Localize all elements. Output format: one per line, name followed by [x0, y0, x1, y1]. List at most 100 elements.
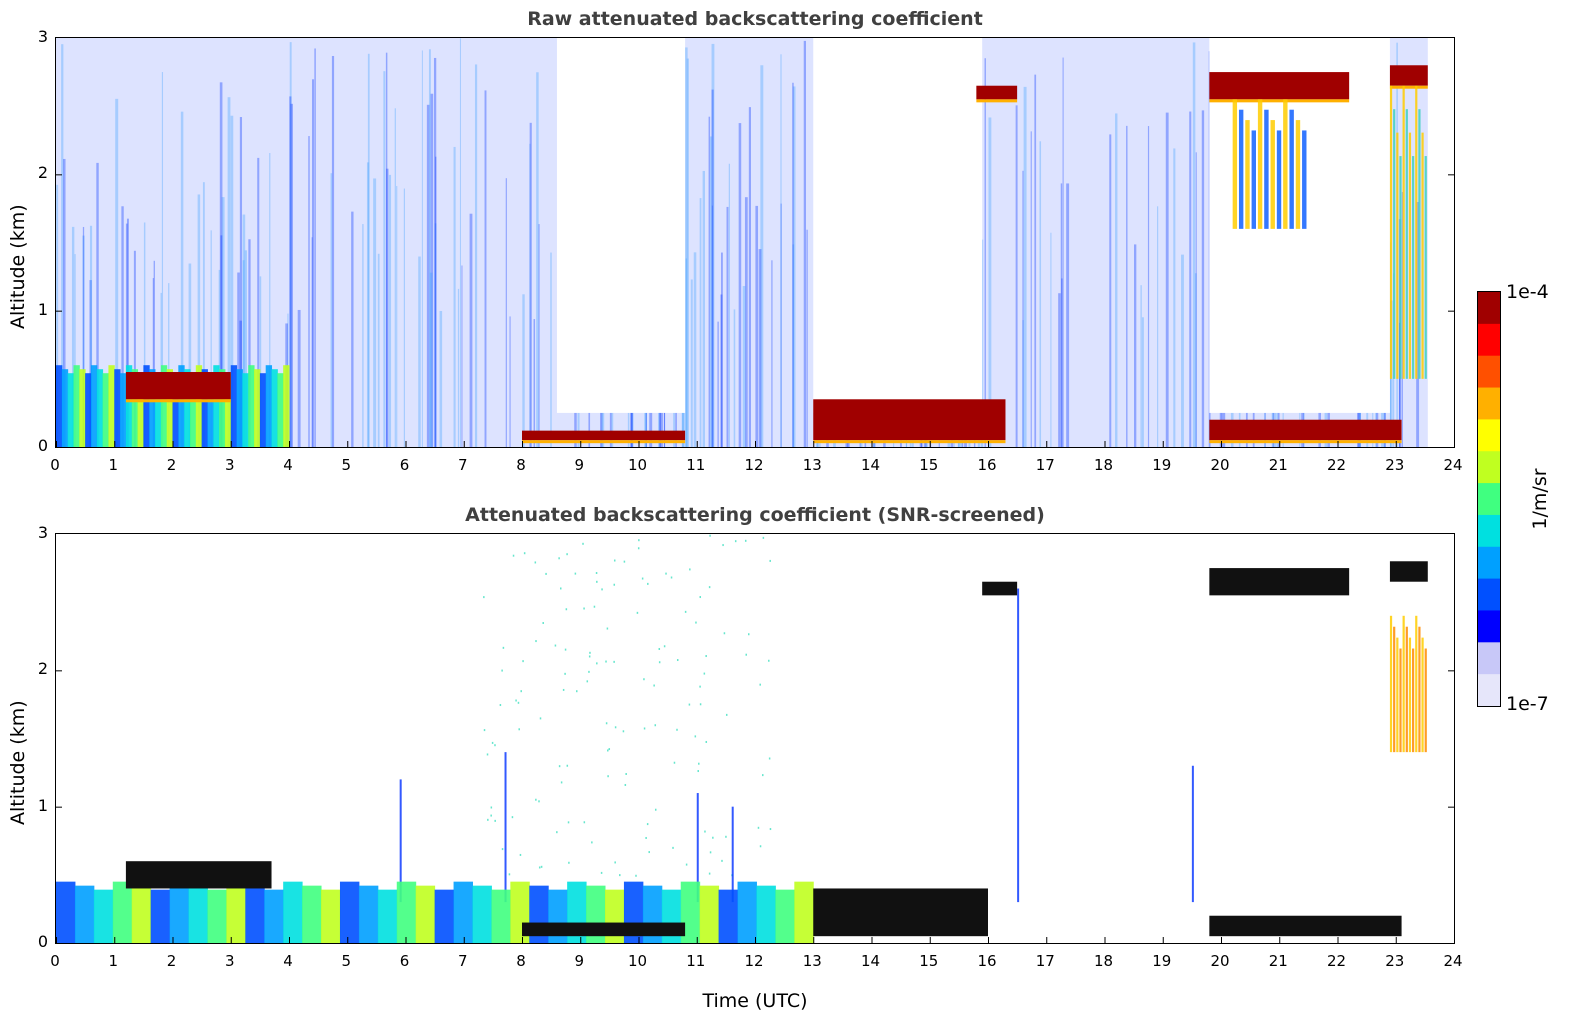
aerosol-layer [339, 881, 360, 943]
noise-speck [665, 572, 667, 575]
aerosol-layer [169, 881, 190, 943]
noise-speck [699, 685, 701, 688]
cloud-edge [1389, 85, 1428, 89]
aerosol-layer [756, 885, 776, 943]
noise-streak [82, 235, 85, 447]
x-tick-mark [1395, 937, 1397, 943]
x-tick-label: 24 [1443, 952, 1463, 970]
noise-speck [494, 819, 496, 822]
noise-streak [257, 157, 260, 447]
aerosol-layer [150, 889, 171, 943]
aerosol-layer [96, 369, 104, 447]
noise-streak [1192, 42, 1196, 447]
cloud-edge [813, 440, 1006, 444]
noise-streak [538, 224, 540, 447]
x-tick-mark [1279, 441, 1281, 447]
panel2-title: Attenuated backscattering coefficient (S… [465, 504, 1045, 526]
aerosol-layer [207, 889, 227, 943]
virga-streak [1264, 109, 1269, 229]
x-tick-mark [988, 937, 989, 943]
noise-streak [426, 104, 430, 447]
panel1-ylabel: Altitude (km) [7, 204, 29, 329]
x-tick-label: 20 [1210, 456, 1230, 474]
x-tick-label: 2 [166, 456, 177, 474]
x-tick-label: 21 [1268, 952, 1288, 970]
noise-speck [670, 576, 673, 579]
x-tick-mark [929, 441, 931, 447]
noise-speck [607, 749, 609, 752]
aerosol-layer [149, 369, 156, 447]
virga-streak [1399, 156, 1402, 379]
x-tick-mark [929, 937, 931, 943]
noise-speck [583, 821, 586, 824]
noise-streak [806, 229, 808, 447]
noise-speck [607, 775, 609, 778]
x-tick-label: 19 [1152, 456, 1172, 474]
noise-streak [202, 182, 205, 447]
x-tick-label: 15 [919, 952, 939, 970]
noise-speck [613, 660, 615, 663]
noise-streak [1147, 126, 1150, 447]
x-tick-mark [230, 937, 232, 943]
noise-speck [576, 690, 578, 693]
virga-streak [1283, 99, 1288, 229]
colorbar-segment [1478, 642, 1500, 675]
noise-speck [483, 596, 485, 599]
noise-streak [429, 272, 433, 447]
noise-streak [686, 58, 689, 447]
noise-streak [1030, 131, 1032, 447]
noise-streak [1140, 285, 1142, 447]
noise-speck [605, 660, 607, 663]
noise-streak [1109, 134, 1112, 447]
cloud-layer [522, 922, 686, 937]
colorbar-segment [1478, 610, 1500, 643]
noise-streak [259, 276, 262, 447]
virga-streak [1276, 130, 1282, 229]
noise-speck [574, 572, 577, 575]
x-axis-label: Time (UTC) [702, 990, 808, 1012]
noise-speck [558, 765, 561, 768]
noise-streak [1060, 183, 1063, 447]
noise-streak [1398, 322, 1401, 447]
aerosol-layer [90, 365, 98, 447]
y-tick-label: 2 [37, 163, 48, 183]
y-tick-label: 1 [37, 795, 48, 815]
noise-streak [726, 206, 729, 447]
aerosol-layer [245, 885, 265, 943]
noise-streak [693, 252, 697, 447]
noise-speck [512, 554, 515, 557]
noise-speck [708, 586, 711, 589]
virga-streak [1418, 109, 1421, 379]
aerosol-layer [120, 373, 127, 447]
y-tick-label: 1 [37, 299, 48, 319]
noise-speck [684, 610, 687, 613]
noise-streak [684, 47, 688, 447]
virga-streak [1421, 637, 1424, 753]
x-tick-mark [172, 937, 174, 943]
noise-streak [373, 178, 377, 447]
noise-streak [242, 214, 246, 447]
aerosol-layer [201, 369, 208, 447]
x-tick-label: 3 [224, 456, 235, 474]
noise-speck [759, 845, 762, 848]
noise-streak [439, 310, 443, 447]
x-tick-label: 17 [1035, 456, 1055, 474]
cloud-layer [813, 888, 988, 937]
x-tick-mark [405, 441, 407, 447]
aerosol-layer [131, 369, 139, 447]
colorbar-segment [1478, 674, 1500, 707]
noise-streak [230, 115, 234, 447]
noise-speck [614, 726, 617, 729]
noise-streak [435, 156, 437, 447]
y-tick-mark [56, 670, 62, 672]
x-tick-label: 8 [516, 952, 526, 970]
x-tick-label: 5 [341, 456, 352, 474]
cloud-edge [522, 440, 686, 444]
noise-speck [646, 823, 649, 826]
aerosol-layer [143, 365, 150, 447]
x-tick-mark [114, 441, 116, 447]
aerosol-layer [236, 369, 243, 447]
noise-streak [220, 235, 223, 447]
noise-speck [522, 660, 524, 663]
x-tick-label: 3 [224, 952, 235, 970]
